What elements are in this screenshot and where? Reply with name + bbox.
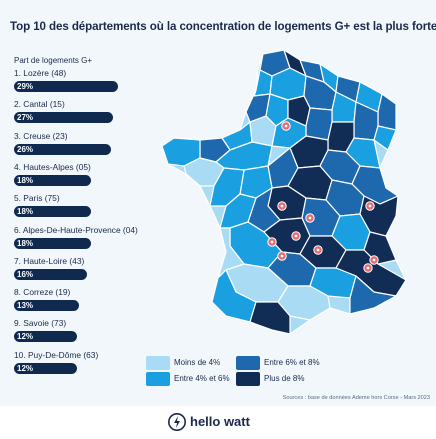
- legend-swatch-low: [146, 356, 170, 370]
- ranking-item-value: 26%: [14, 143, 111, 155]
- brand-name: hello watt: [190, 414, 250, 429]
- location-pin-icon: [291, 231, 301, 241]
- ranking-header: Part de logements G+: [14, 56, 93, 65]
- ranking-item-label: 4. Hautes-Alpes (05): [14, 161, 91, 172]
- ranking-item-value: 13%: [14, 300, 80, 312]
- ranking-item: 1. Lozère (48) 29%: [14, 67, 118, 92]
- location-pin-icon: [267, 237, 277, 247]
- location-pin-icon: [305, 213, 315, 223]
- page-title: Top 10 des départements où la concentrat…: [10, 20, 436, 33]
- ranking-item: 2. Cantal (15) 27%: [14, 98, 114, 124]
- department-shape: [377, 93, 397, 131]
- ranking-item: 10. Puy-De-Dôme (63) 12%: [14, 349, 98, 374]
- ranking-item-label: 2. Cantal (15): [14, 99, 65, 110]
- location-pin-icon: [281, 121, 291, 131]
- ranking-item-value: 12%: [14, 362, 77, 374]
- department-shape: [373, 125, 397, 151]
- location-pin-icon: [313, 245, 323, 255]
- department-shape: [305, 107, 333, 141]
- ranking-item-label: 6. Alpes-De-Haute-Provence (04): [14, 224, 138, 235]
- legend-label-low: Moins de 4%: [174, 358, 221, 367]
- ranking-item-value: 29%: [14, 81, 118, 92]
- location-pin-icon: [363, 263, 373, 273]
- ranking-item-label: 5. Paris (75): [14, 193, 60, 204]
- department-shape: [349, 275, 397, 315]
- legend-swatch-high: [236, 372, 260, 386]
- ranking-item-value: 16%: [14, 268, 87, 280]
- ranking-item-label: 10. Puy-De-Dôme (63): [14, 349, 99, 360]
- ranking-item-label: 9. Savoie (73): [14, 318, 67, 329]
- department-shape: [249, 301, 291, 335]
- ranking-item-value: 12%: [14, 331, 77, 343]
- location-pin-icon: [277, 251, 287, 261]
- ranking-item-value: 18%: [14, 237, 92, 249]
- ranking-item-label: 1. Lozère (48): [14, 68, 67, 78]
- legend-label-high: Plus de 8%: [264, 374, 305, 383]
- ranking-item: 4. Hautes-Alpes (05) 18%: [14, 161, 92, 186]
- ranking-item: 8. Correze (19) 13%: [14, 286, 80, 312]
- legend-label-mid-low: Entre 4% et 6%: [174, 374, 230, 383]
- ranking-item-label: 8. Correze (19): [14, 287, 71, 298]
- ranking-item: 6. Alpes-De-Haute-Provence (04) 18%: [14, 224, 138, 249]
- ranking-item: 3. Creuse (23) 26%: [14, 130, 111, 155]
- ranking-item-label: 3. Creuse (23): [14, 130, 68, 141]
- legend-label-mid-high: Entre 6% et 8%: [264, 358, 320, 367]
- ranking-item-label: 7. Haute-Loire (43): [14, 255, 85, 266]
- source-note: Sources : base de données Ademe hors Cor…: [282, 395, 430, 401]
- france-map: [161, 49, 407, 335]
- ranking-item: 9. Savoie (73) 12%: [14, 317, 77, 343]
- ranking-item: 7. Haute-Loire (43) 16%: [14, 255, 87, 280]
- location-pin-icon: [277, 201, 287, 211]
- ranking-item-value: 27%: [14, 112, 114, 124]
- ranking-item: 5. Paris (75) 18%: [14, 192, 92, 218]
- ranking-item-value: 18%: [14, 206, 92, 218]
- legend-swatch-mid-low: [146, 372, 170, 386]
- legend-swatch-mid-high: [236, 356, 260, 370]
- footer: [0, 406, 436, 439]
- ranking-item-value: 18%: [14, 174, 92, 186]
- hello-watt-logo-icon: [168, 413, 186, 431]
- location-pin-icon: [369, 255, 379, 265]
- location-pin-icon: [365, 201, 375, 211]
